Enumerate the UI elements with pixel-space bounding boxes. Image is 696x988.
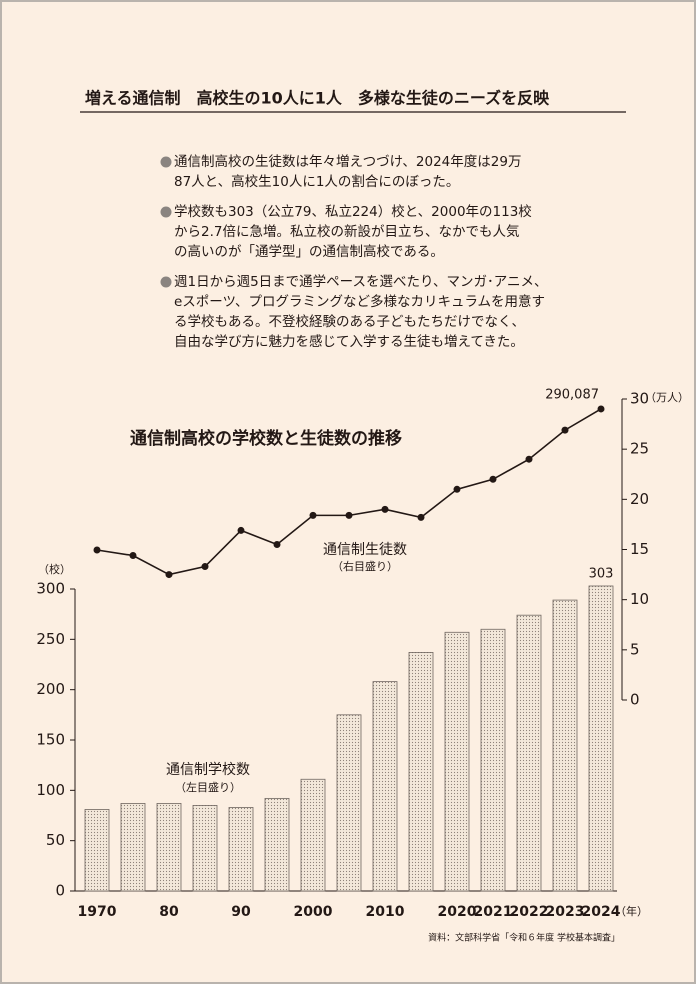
bar-texture [588,585,614,892]
bar-texture [516,614,542,892]
y-tick-label: 0 [55,882,65,900]
point [165,571,173,579]
series-note: （右目盛り） [332,559,398,573]
bullet-dot [160,276,172,288]
y-tick-label: 250 [36,630,65,648]
point [309,511,317,519]
y2-tick-label: 5 [630,640,640,658]
bullet-line: る学校もある。不登校経験のある子どもたちだけでなく、 [174,313,525,330]
data-label: 290,087 [545,387,599,402]
bullet-dot [160,206,172,218]
bar-texture [444,631,470,892]
point [237,526,245,534]
y-tick-label: 300 [36,580,65,598]
y-tick-label: 150 [36,731,65,749]
chart: 通信制高校の学校数と生徒数の推移 通信制生徒数 （右目盛り） 通信制学校数 （左… [36,387,689,943]
bar-texture [192,805,218,892]
bar-texture [372,681,398,892]
x-tick-label: 1970 [78,904,117,920]
bar-texture [228,807,254,892]
y2-tick-label: 15 [630,540,649,558]
y-tick-label: 200 [36,680,65,698]
x-tick-label: 90 [231,904,251,920]
y-unit: （校） [38,562,71,576]
bar-texture [408,652,434,892]
point [273,540,281,548]
y2-tick-label: 20 [630,490,649,508]
bullet-dot [160,156,172,168]
bar-texture [336,714,362,892]
bullet-line: 通信制高校の生徒数は年々増えつづけ、2024年度は29万 [174,153,521,170]
bullet-line: の高いのが「通学型」の通信制高校である。 [174,243,444,260]
point [597,405,605,413]
point [525,455,533,463]
bullet-line: 87人と、高校生10人に1人の割合にのぼった。 [174,173,459,190]
bullet-line: 学校数も303（公立79、私立224）校と、2000年の113校 [174,203,532,220]
point [561,426,569,434]
point [345,511,353,519]
series-label: 通信制学校数 [166,761,250,778]
source: 資料：文部科学省「令和６年度 学校基本調査」 [428,932,620,944]
y2-tick-label: 25 [630,440,649,458]
series-note: （左目盛り） [175,780,241,794]
bullet-line: から2.7倍に急増。私立校の新設が目立ち、なかでも人気 [174,223,519,240]
point [381,505,389,513]
bar-texture [120,803,146,892]
series-label: 通信制生徒数 [323,542,407,558]
bullet-line: 自由な学び方に魅力を感じて入学する生徒も増えてきた。 [174,333,524,350]
x-tick-label: 2024 [582,904,621,920]
bullets: 通信制高校の生徒数は年々増えつづけ、2024年度は29万 87人と、高校生10人に… [160,153,547,350]
bullet-line: 週1日から週5日まで通学ペースを選べたり、マンガ･アニメ、 [174,274,547,290]
y2-tick-label: 30 [630,390,649,408]
point [453,485,461,493]
point [93,546,101,554]
y2-unit: （万人） [645,391,689,404]
point [489,475,497,483]
point [201,563,209,571]
bar-texture [264,797,290,892]
point [417,513,425,521]
x-unit: （年） [615,904,648,918]
bar-texture [480,628,506,892]
chart-title: 通信制高校の学校数と生徒数の推移 [130,428,402,449]
x-tick-label: 2023 [546,904,585,920]
bar-texture [84,809,110,892]
x-tick-label: 80 [159,904,179,920]
x-tick-label: 2010 [366,904,405,920]
x-tick-label: 2022 [510,904,549,920]
header-title: 増える通信制 高校生の10人に1人 多様な生徒のニーズを反映 [85,89,550,108]
y-tick-label: 50 [46,831,65,849]
bullet-line: eスポーツ、プログラミングなど多様なカリキュラムを用意す [174,293,545,310]
x-tick-label: 2020 [438,904,477,920]
data-label: 303 [589,566,614,581]
y-tick-label: 100 [36,781,65,799]
bar-texture [156,803,182,892]
x-tick-label: 2000 [294,904,333,920]
bar-texture [300,778,326,892]
y2-tick-label: 10 [630,590,649,608]
y2-tick-label: 0 [630,691,640,709]
x-tick-label: 2021 [474,904,513,920]
bar-texture [552,599,578,892]
point [129,552,137,560]
